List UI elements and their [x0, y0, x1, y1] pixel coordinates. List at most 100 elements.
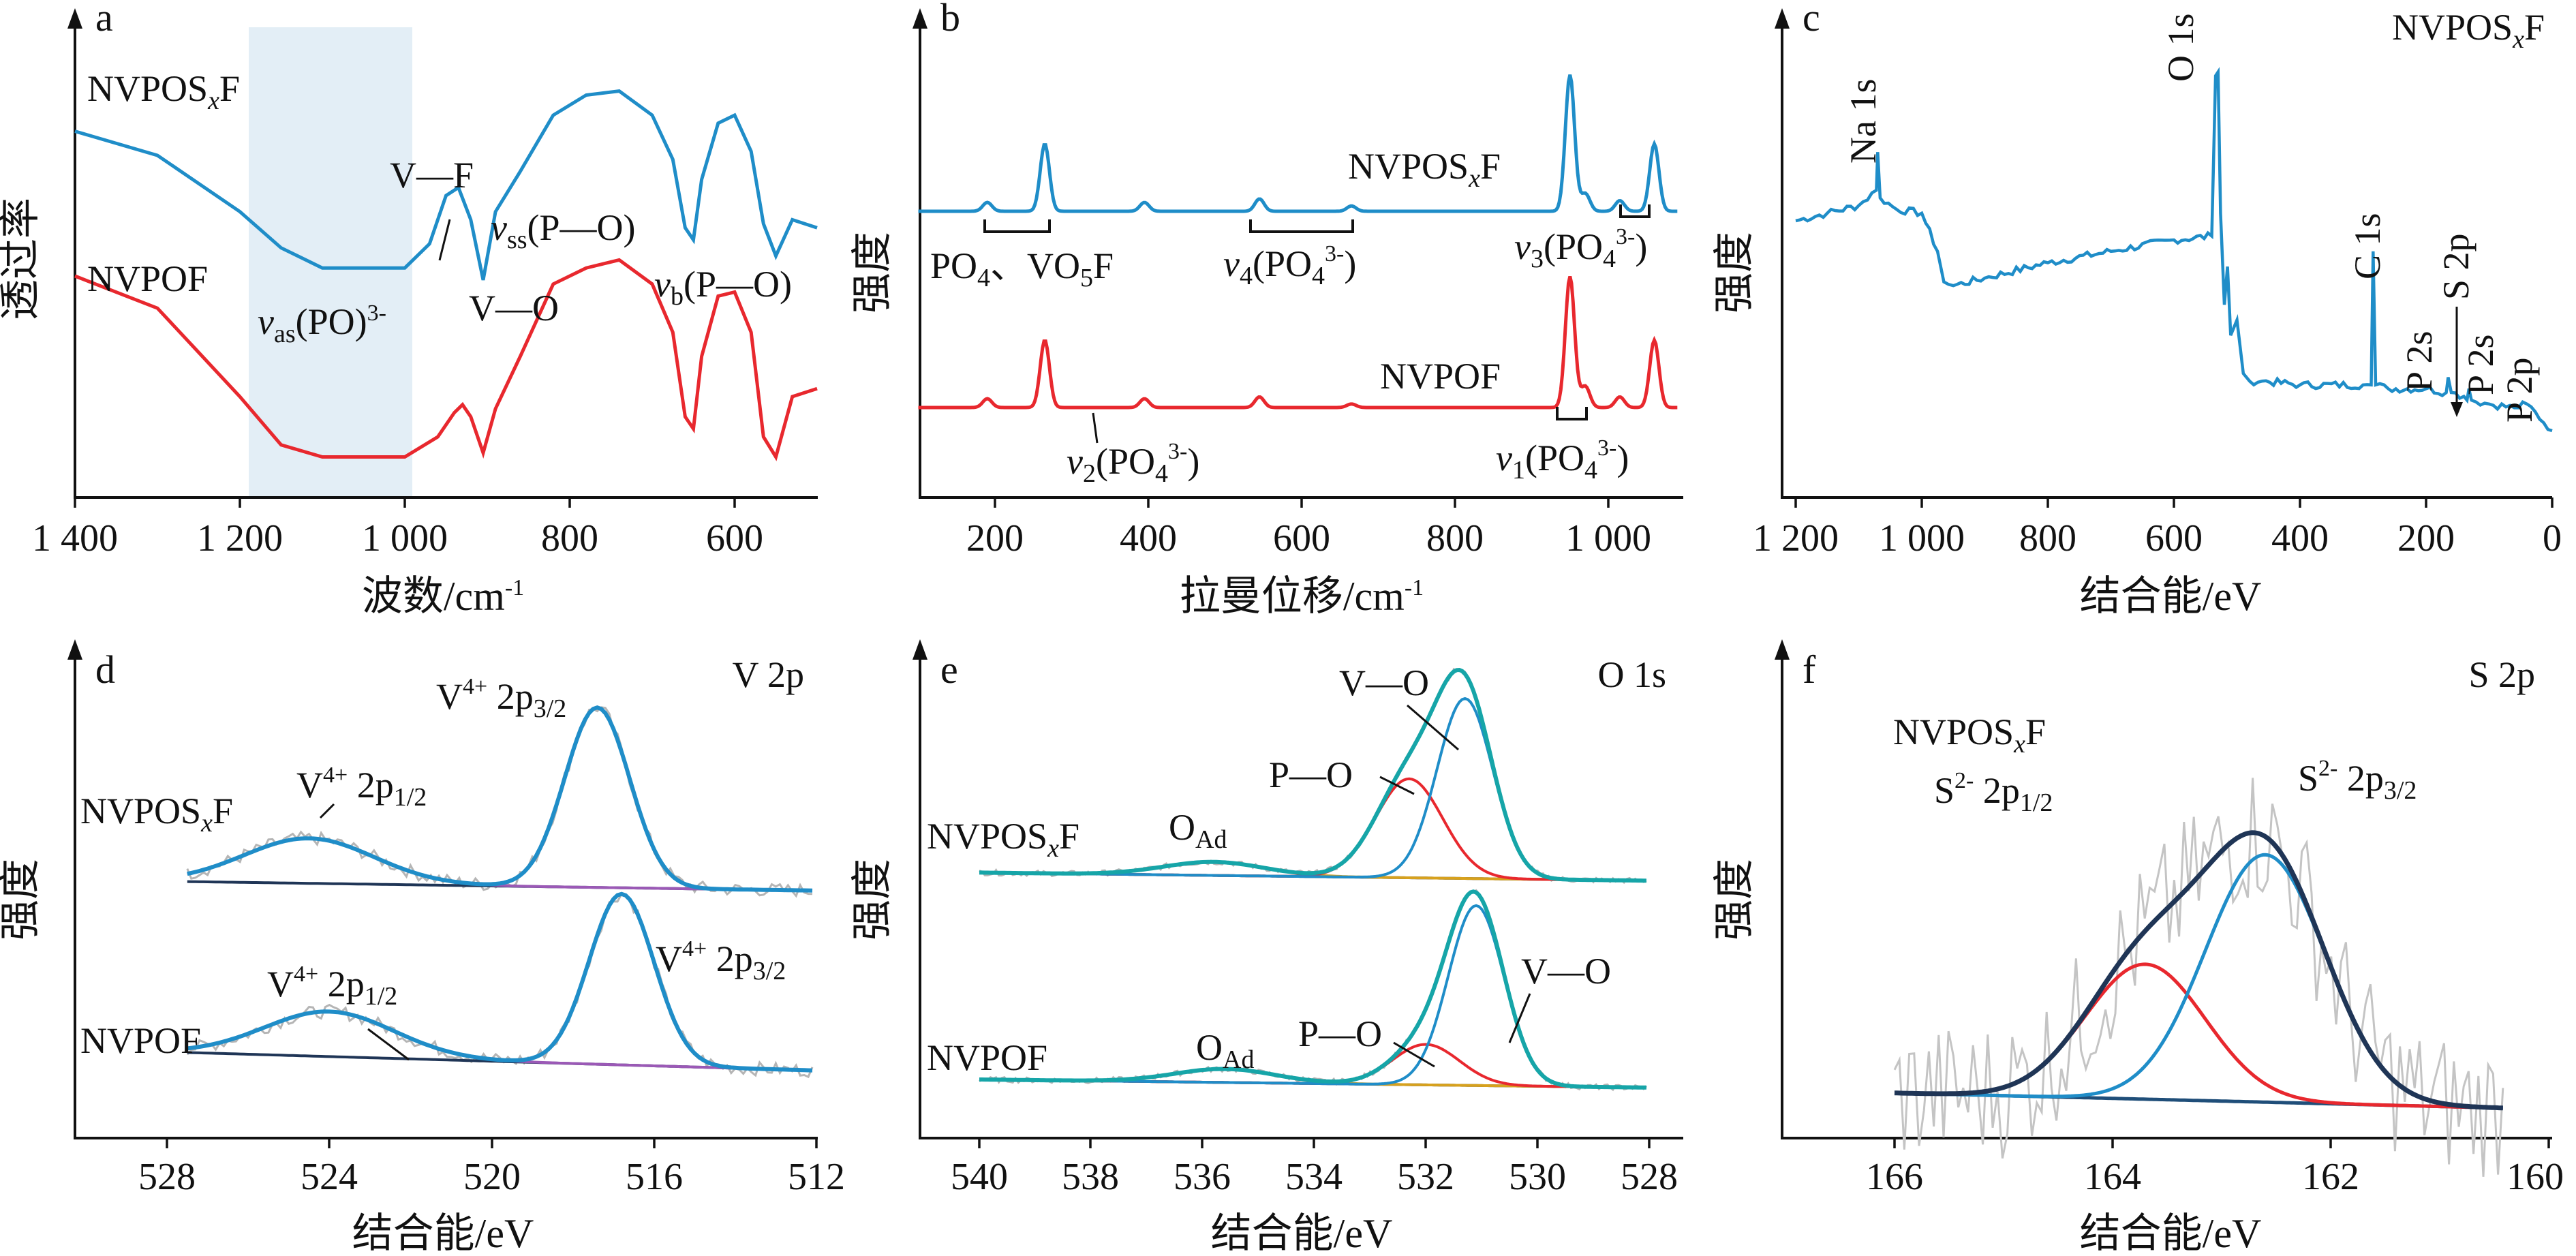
panel-d-leader-top	[319, 803, 335, 819]
panel-e-tick-label: 540	[951, 1156, 1008, 1198]
panel-c-label: c	[1803, 0, 1820, 40]
panel-a-annotation-v-o: V—O	[469, 288, 559, 328]
panel-e-x-axis-label: 结合能/eV	[1211, 1211, 1393, 1256]
panel-c-tick-label: 200	[2397, 517, 2455, 560]
panel-b: b 200 400 600 800 1 000 拉曼位移/cm-1 强度 NVP…	[850, 0, 1683, 619]
panel-b-tick-label: 400	[1120, 517, 1177, 560]
panel-d-fit-envelope-nvposxf	[187, 705, 813, 893]
panel-e-leader-po-top	[1379, 776, 1415, 795]
panel-d-series-label-nvpof: NVPOF	[80, 1020, 201, 1061]
panel-e-tick-label: 530	[1509, 1156, 1566, 1198]
panel-b-line-nvposxf	[918, 74, 1678, 213]
panel-f-raw	[1893, 778, 2504, 1177]
panel-c-tick-label: 0	[2543, 517, 2562, 560]
panel-b-bracket-po4	[983, 219, 1051, 233]
panel-e-y-axis-label: 强度	[850, 859, 895, 940]
panel-d-tick-label: 528	[138, 1156, 196, 1198]
panel-b-leader-v2	[1092, 412, 1099, 444]
panel-a-annotation-vss: vss(P—O)	[491, 207, 636, 254]
panel-d-tick-label: 520	[463, 1156, 521, 1198]
panel-a-y-arrow	[67, 8, 82, 29]
panel-c-annotation-p2s-a: P 2s	[2399, 331, 2440, 392]
panel-c-annotation-p2p: P 2p	[2499, 357, 2540, 423]
panel-e-tick-label: 538	[1062, 1156, 1119, 1198]
panel-e-leader-vo-bottom	[1508, 993, 1531, 1043]
panel-e-annotation-po-top: P—O	[1269, 754, 1353, 795]
panel-f-tick-label: 164	[2084, 1156, 2141, 1198]
panel-e-tick-label: 528	[1621, 1156, 1678, 1198]
panel-b-annotation-v2: v2(PO43-)	[1067, 439, 1199, 488]
panel-e-leader-po-bottom	[1393, 1041, 1435, 1068]
panel-e-xticks: 540 538 536 534 532 530 528	[951, 1138, 1678, 1198]
panel-b-tick-label: 800	[1426, 517, 1484, 560]
panel-a: a 1 400 1 200 1 000 800 600 波数/cm-1 透过率 …	[0, 0, 818, 619]
panel-d-tick-label: 512	[788, 1156, 845, 1198]
panel-b-y-axis-label: 强度	[850, 232, 895, 313]
panel-f-label: f	[1803, 647, 1816, 692]
panel-d-leader-bottom	[367, 1028, 410, 1061]
panel-e-title: O 1s	[1597, 654, 1666, 695]
panel-f-annotation-s2p32: S2- 2p3/2	[2298, 756, 2417, 805]
panel-e-leader-vo-top	[1407, 704, 1459, 751]
panel-a-annotation-v-f: V—F	[390, 155, 474, 196]
panel-e-annotation-vo-top: V—O	[1339, 662, 1429, 703]
panel-e-annotation-oad-top: OAd	[1169, 807, 1227, 854]
panel-a-tick-label: 600	[706, 517, 763, 560]
panel-f-tick-label: 162	[2302, 1156, 2359, 1198]
panel-c-tick-label: 600	[2145, 517, 2203, 560]
panel-d-raw-nvposxf	[186, 706, 813, 898]
panel-e-y-arrow	[913, 639, 927, 660]
panel-a-x-axis-label: 波数/cm-1	[362, 574, 524, 619]
panel-e: e O 1s 540 538 536 534 532 530 528	[850, 639, 1683, 1256]
panel-c-annotation-o1s: O 1s	[2160, 13, 2201, 82]
panel-d-axes	[74, 658, 818, 1139]
panel-b-annotation-v4: v4(PO43-)	[1223, 241, 1356, 290]
panel-f-tick-label: 166	[1866, 1156, 1923, 1198]
panel-c-tick-label: 400	[2271, 517, 2329, 560]
panel-b-bracket-v3	[1619, 204, 1651, 218]
panel-c-xticks: 1 200 1 000 800 600 400 200 0	[1753, 497, 2562, 560]
panel-b-x-axis-label: 拉曼位移/cm-1	[1180, 574, 1424, 619]
panel-a-leader-v-f	[438, 219, 451, 261]
panel-e-tick-label: 532	[1397, 1156, 1454, 1198]
panel-d-series-label-nvposxf: NVPOSxF	[80, 791, 233, 838]
panel-b-xticks: 200 400 600 800 1 000	[966, 497, 1651, 560]
panel-c-annotation-s2p: S 2p	[2436, 233, 2477, 300]
panel-a-annotation-vas: vas(PO)3-	[258, 301, 386, 348]
panel-b-series-label-nvposxf: NVPOSxF	[1348, 146, 1501, 193]
panel-d: d V 2p 528 524 520 516 512 结合能/eV 强度 NVP…	[0, 639, 845, 1256]
panel-c-title: NVPOSxF	[2392, 7, 2545, 54]
panel-c-line-nvposxf	[1795, 67, 2553, 433]
panel-a-y-axis-label: 透过率	[0, 198, 43, 320]
panel-c-tick-label: 1 200	[1753, 517, 1839, 560]
panel-d-tick-label: 516	[626, 1156, 683, 1198]
panel-d-y-arrow	[67, 639, 82, 660]
panel-b-line-nvpof	[918, 275, 1678, 410]
panel-a-line-nvpof	[74, 258, 818, 461]
panel-c: c NVPOSxF 1 200 1 000 800 600 400 200 0 …	[1712, 0, 2562, 619]
panel-f-fit-envelope	[1895, 830, 2503, 1111]
panel-b-axes	[919, 27, 1683, 499]
panel-c-axes	[1781, 27, 2552, 499]
panel-f-y-axis-label: 强度	[1712, 859, 1757, 940]
panel-f-axes	[1781, 658, 2552, 1139]
panel-a-series-label-nvpof: NVPOF	[87, 258, 208, 299]
panel-f-y-arrow	[1775, 639, 1790, 660]
panel-d-tick-label: 524	[301, 1156, 358, 1198]
panel-b-bracket-v1	[1556, 407, 1588, 420]
panel-e-series-label-nvpof: NVPOF	[927, 1037, 1047, 1078]
panel-c-tick-label: 800	[2019, 517, 2076, 560]
panel-b-bracket-v4	[1249, 219, 1354, 233]
panel-c-annotation-c1s: C 1s	[2347, 213, 2388, 279]
panel-e-tick-label: 536	[1174, 1156, 1231, 1198]
panel-e-fit-envelope-nvposxf	[979, 667, 1646, 883]
panel-f-x-axis-label: 结合能/eV	[2080, 1211, 2262, 1256]
panel-a-series-label-nvposxf: NVPOSxF	[87, 68, 240, 115]
panel-c-x-axis-label: 结合能/eV	[2080, 574, 2262, 619]
panel-e-annotation-po-bottom: P—O	[1298, 1013, 1382, 1054]
panel-d-label: d	[95, 647, 115, 692]
panel-b-annotation-v1: v1(PO43-)	[1496, 435, 1629, 485]
panel-e-label: e	[940, 647, 958, 692]
panel-e-tick-label: 534	[1285, 1156, 1343, 1198]
